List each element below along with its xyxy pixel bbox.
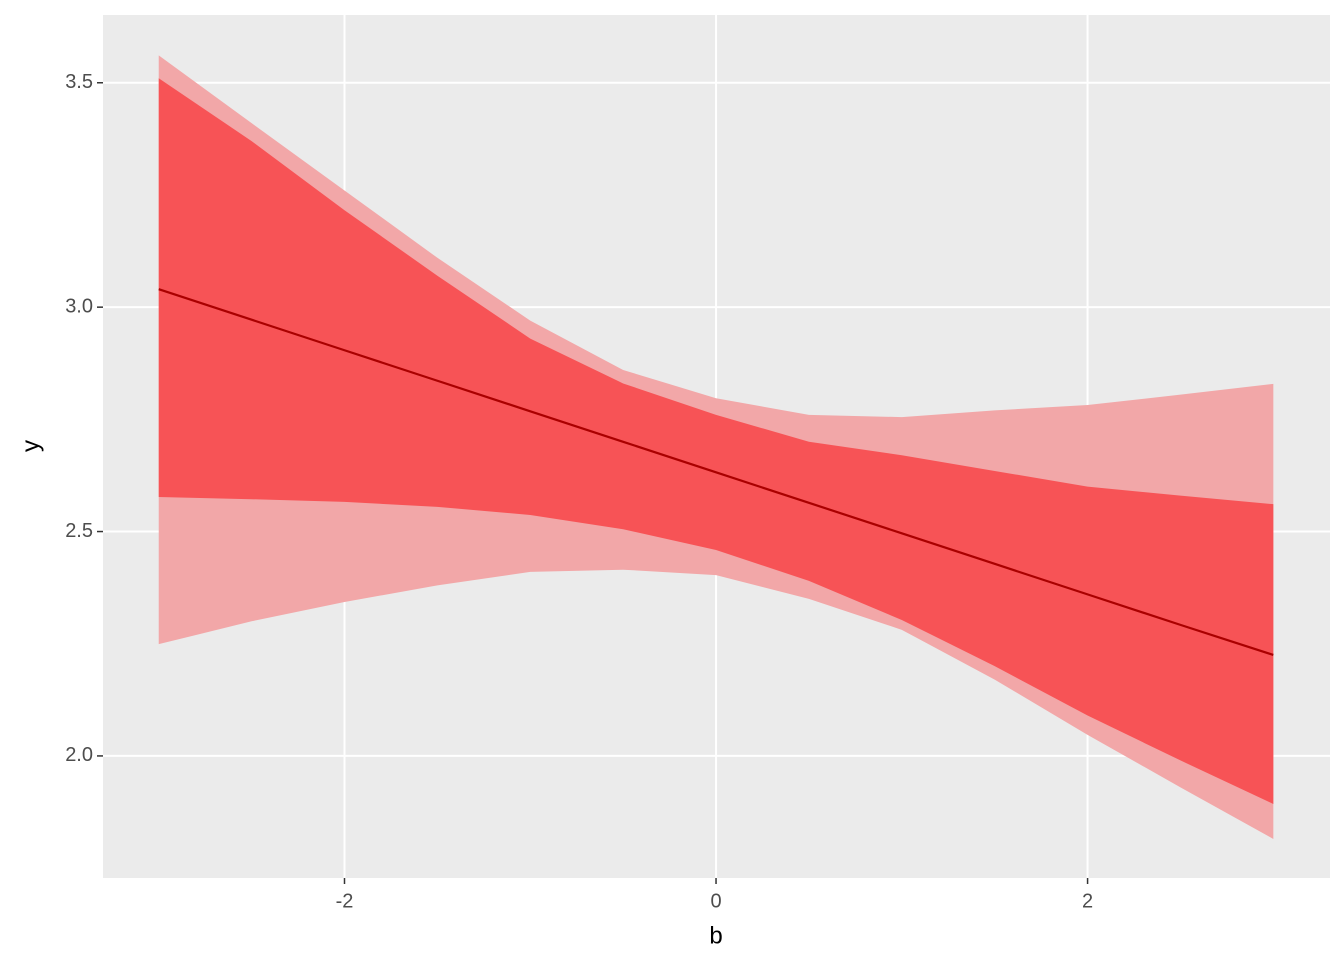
y-tick-label: 3.0 — [65, 295, 93, 317]
y-tick-label: 2.0 — [65, 744, 93, 766]
x-axis-title: b — [709, 922, 722, 949]
x-tick-label: 2 — [1082, 890, 1093, 912]
x-tick-label: 0 — [710, 890, 721, 912]
y-tick-label: 2.5 — [65, 520, 93, 542]
confidence-band — [158, 78, 1274, 804]
line — [158, 288, 1274, 657]
y-tick-label: 3.5 — [65, 71, 93, 93]
y-axis-title: y — [17, 440, 44, 452]
x-tick-label: -2 — [336, 890, 354, 912]
